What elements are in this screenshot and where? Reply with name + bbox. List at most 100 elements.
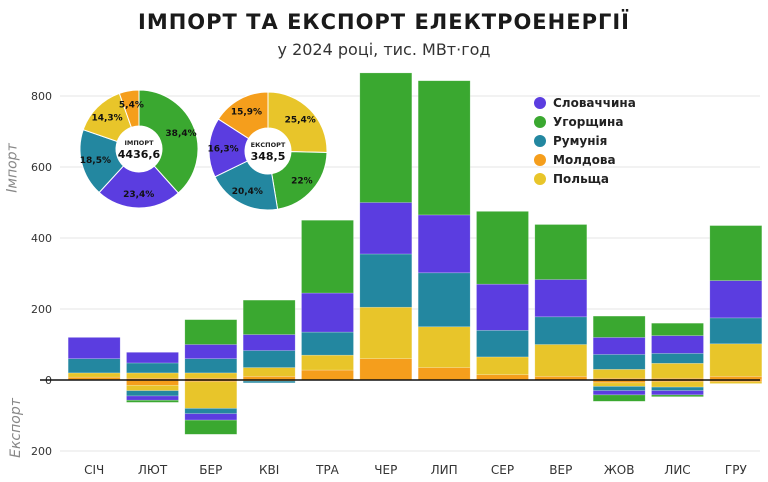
bar-import-Угорщина xyxy=(359,72,413,203)
bar-export-Словаччина xyxy=(651,390,704,396)
bar-import-Польща xyxy=(592,369,646,379)
legend-marker xyxy=(534,116,546,128)
bar-import-Угорщина xyxy=(242,299,296,335)
bar-export-Румунія xyxy=(184,408,238,415)
bar-import-Молдова xyxy=(301,369,354,381)
chart-title: ІМПОРТ ТА ЕКСПОРТ ЕЛЕКТРОЕНЕРГІЇ xyxy=(138,10,630,34)
x-tick-label: ЛИС xyxy=(664,463,690,477)
bar-export-Угорщина xyxy=(651,394,704,397)
x-tick-label: ЛИП xyxy=(431,463,458,477)
bar-export-Румунія xyxy=(592,386,646,391)
x-tick-label: КВІ xyxy=(259,463,279,477)
bar-import-Угорщина xyxy=(476,211,529,285)
pie-slice-label: 14,3% xyxy=(91,113,122,123)
bar-import-Словаччина xyxy=(592,337,646,355)
pie-slice-label: 15,9% xyxy=(231,107,262,117)
bar-import-Польща xyxy=(126,372,179,379)
bar-export-Польща xyxy=(126,385,179,391)
pie-hole xyxy=(245,128,291,174)
bar-import-Угорщина xyxy=(709,225,763,281)
bar-export-Словаччина xyxy=(592,390,646,396)
pie-slice-label: 38,4% xyxy=(165,129,196,139)
bar-import-Словаччина xyxy=(242,334,296,351)
legend-label: Молдова xyxy=(553,153,616,167)
x-tick-label: ЖОВ xyxy=(604,463,635,477)
bar-import-Словаччина xyxy=(709,280,763,319)
bar-import-Румунія xyxy=(67,358,121,374)
x-tick-label: ЛЮТ xyxy=(138,463,168,477)
bar-import-Угорщина xyxy=(534,224,588,280)
pie-slice-label: 22% xyxy=(291,177,313,187)
bar-import-Словаччина xyxy=(126,352,179,364)
bar-export-Угорщина xyxy=(184,419,238,435)
bar-import-Румунія xyxy=(242,350,296,368)
bar-import-Румунія xyxy=(476,329,529,358)
pie-slice-label: 16,3% xyxy=(207,144,238,154)
legend-label: Угорщина xyxy=(553,115,623,129)
bar-export-Угорщина xyxy=(592,394,646,402)
legend-marker xyxy=(534,154,546,166)
bar-import-Польща xyxy=(476,356,529,375)
bar-import-Угорщина xyxy=(417,80,471,216)
legend-label: Словаччина xyxy=(553,96,636,110)
bar-export-Польща xyxy=(709,381,763,384)
y-tick-label: 400 xyxy=(31,232,52,245)
x-tick-label: СЕР xyxy=(491,463,514,477)
pie-center-name: ІМПОРТ xyxy=(124,139,154,147)
bar-import-Румунія xyxy=(301,331,354,356)
legend-marker xyxy=(534,135,546,147)
bar-import-Словаччина xyxy=(184,344,238,359)
bar-import-Словаччина xyxy=(359,202,413,255)
bar-export-Угорщина xyxy=(126,399,179,403)
legend-marker xyxy=(534,97,546,109)
bar-import-Румунія xyxy=(126,362,179,374)
bar-export-Польща xyxy=(592,382,646,387)
bar-import-Польща xyxy=(709,343,763,377)
x-tick-label: ВЕР xyxy=(549,463,572,477)
bar-import-Словаччина xyxy=(651,335,704,354)
pie-slice-label: 25,4% xyxy=(285,116,316,126)
pie-slice-label: 23,4% xyxy=(123,190,154,200)
bar-import-Польща xyxy=(534,344,588,377)
bar-import-Румунія xyxy=(534,316,588,345)
chart-subtitle: у 2024 році, тис. МВт·год xyxy=(277,40,491,59)
x-tick-label: ГРУ xyxy=(725,463,748,477)
y-tick-label: 200 xyxy=(31,303,52,316)
bar-import-Угорщина xyxy=(592,315,646,338)
bar-import-Угорщина xyxy=(184,319,238,345)
bar-export-Польща xyxy=(184,381,238,409)
bar-import-Словаччина xyxy=(476,283,529,331)
bar-import-Молдова xyxy=(359,358,413,381)
bar-export-Словаччина xyxy=(184,413,238,421)
bar-export-Румунія xyxy=(242,380,296,384)
pie-slice-label: 5,4% xyxy=(119,101,144,111)
legend-marker xyxy=(534,173,546,185)
pie-hole xyxy=(116,126,162,172)
pie-center-total: 4436,6 xyxy=(118,148,161,161)
bar-import-Румунія xyxy=(592,354,646,370)
bar-export-Румунія xyxy=(126,390,179,397)
bar-import-Румунія xyxy=(709,317,763,345)
bar-import-Словаччина xyxy=(67,337,121,359)
bar-export-Польща xyxy=(651,381,704,388)
bar-import-Польща xyxy=(359,306,413,360)
bar-import-Румунія xyxy=(417,272,471,328)
bar-import-Польща xyxy=(184,372,238,379)
bar-import-Словаччина xyxy=(534,279,588,318)
bar-import-Молдова xyxy=(417,367,471,381)
x-tick-label: СІЧ xyxy=(84,463,104,477)
y-tick-label: 600 xyxy=(31,161,52,174)
legend-label: Польща xyxy=(553,172,609,186)
y-tick-label: 200 xyxy=(31,445,52,458)
bar-import-Польща xyxy=(417,326,471,368)
bar-import-Польща xyxy=(242,367,296,377)
bar-export-Румунія xyxy=(651,386,704,391)
bar-import-Польща xyxy=(301,354,354,371)
bar-import-Угорщина xyxy=(651,322,704,336)
bar-import-Польща xyxy=(67,372,121,378)
bar-import-Угорщина xyxy=(301,219,354,294)
bar-import-Словаччина xyxy=(301,292,354,333)
bar-import-Румунія xyxy=(359,253,413,308)
bar-import-Румунія xyxy=(651,353,704,364)
